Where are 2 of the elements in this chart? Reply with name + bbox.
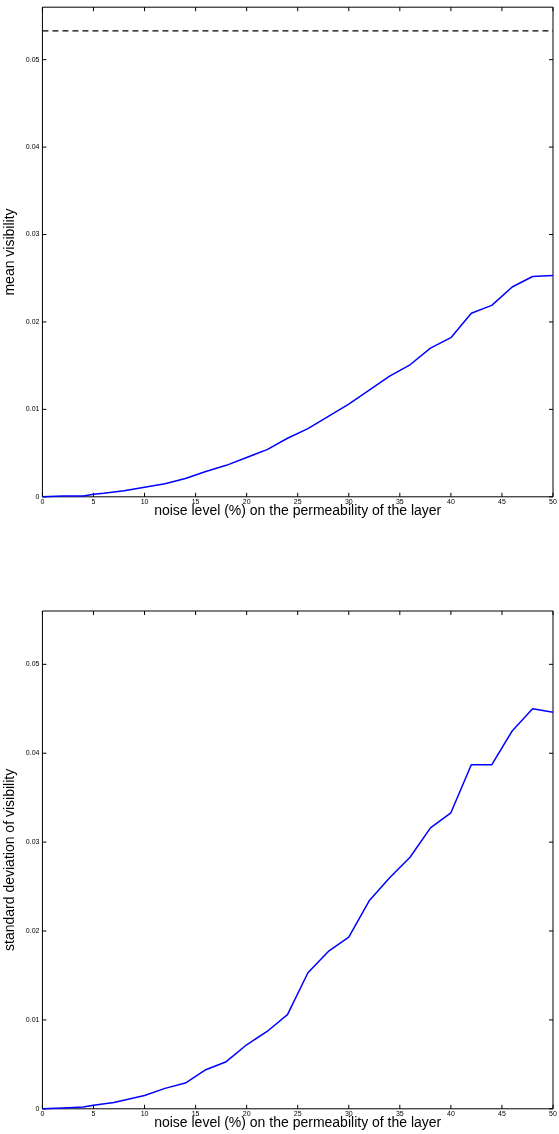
y-axis-title: mean visibility: [1, 208, 18, 296]
y-axis-title: standard deviation of visibility: [1, 768, 18, 951]
